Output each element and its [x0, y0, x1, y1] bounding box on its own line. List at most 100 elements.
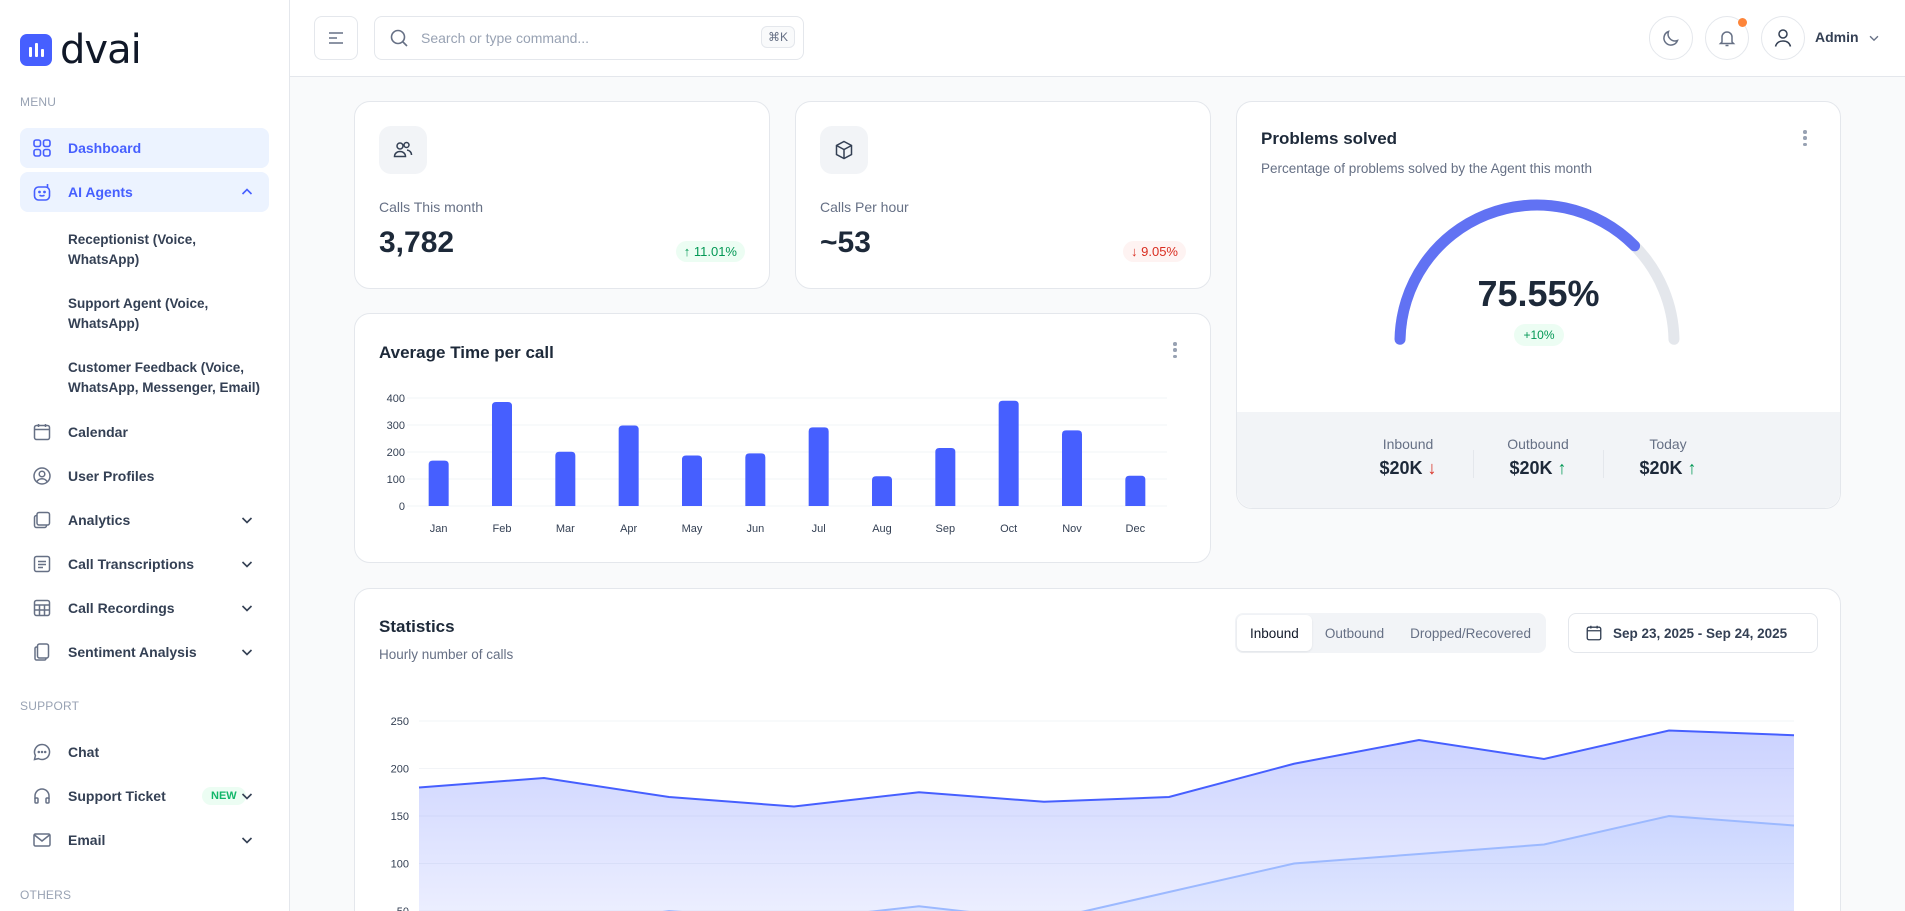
search-input[interactable] — [421, 30, 741, 46]
kpi-change-badge: ↓ 9.05% — [1123, 241, 1186, 262]
chevron-down-icon[interactable] — [1867, 31, 1881, 45]
sidebar-item-support-ticket[interactable]: Support Ticket NEW — [20, 776, 269, 816]
stat-value: $20K — [1509, 458, 1553, 478]
card-title: Statistics — [379, 617, 455, 636]
notifications-button[interactable] — [1705, 16, 1749, 60]
box-icon — [820, 126, 868, 174]
stat-today: Today $20K ↑ — [1608, 436, 1728, 479]
card-title: Problems solved — [1261, 129, 1398, 148]
arrow-up-icon: ↑ — [1557, 458, 1567, 478]
sidebar-item-label: Support Ticket — [68, 788, 166, 804]
date-range-picker[interactable]: Sep 23, 2025 - Sep 24, 2025 — [1568, 613, 1818, 653]
user-avatar[interactable] — [1761, 16, 1805, 60]
search-shortcut-badge: ⌘K — [760, 26, 795, 48]
tab-outbound[interactable]: Outbound — [1324, 625, 1385, 641]
arrow-up-icon: ↑ — [1687, 458, 1697, 478]
gauge-change-badge: +10% — [1514, 324, 1564, 346]
sidebar-subitem-receptionist[interactable]: Receptionist (Voice, WhatsApp) — [68, 232, 197, 267]
problems-solved-footer: Inbound $20K ↓ Outbound $20K ↑ Today $20… — [1237, 412, 1840, 508]
svg-text:400: 400 — [387, 393, 405, 405]
sidebar-item-label: Sentiment Analysis — [68, 644, 197, 660]
bell-icon — [1718, 31, 1736, 47]
section-label-others: OTHERS — [20, 888, 72, 902]
robot-icon — [32, 182, 52, 202]
svg-text:150: 150 — [391, 811, 409, 823]
logo[interactable]: dvai — [20, 27, 142, 73]
sidebar-subitem-customer-feedback[interactable]: Customer Feedback (Voice, WhatsApp, Mess… — [68, 360, 261, 395]
tab-dropped-recovered[interactable]: Dropped/Recovered — [1410, 625, 1531, 641]
mail-icon — [32, 830, 52, 850]
sidebar-item-sentiment-analysis[interactable]: Sentiment Analysis — [20, 632, 269, 672]
chevron-down-icon — [241, 793, 253, 800]
users-icon — [379, 126, 427, 174]
svg-text:May: May — [682, 523, 703, 535]
moon-icon — [1663, 30, 1679, 46]
gauge-chart — [1394, 199, 1680, 345]
stat-label: Today — [1649, 436, 1687, 452]
kpi-card-calls-month: Calls This month 3,782 ↑ 11.01% — [354, 101, 770, 289]
svg-text:Dec: Dec — [1126, 523, 1146, 535]
statistics-tabs: Inbound Outbound Dropped/Recovered — [1235, 613, 1546, 653]
svg-text:200: 200 — [387, 447, 405, 459]
search-icon — [390, 29, 408, 47]
svg-text:250: 250 — [391, 716, 409, 728]
more-options-button[interactable] — [1800, 128, 1810, 148]
svg-text:200: 200 — [391, 764, 409, 776]
svg-text:Mar: Mar — [556, 523, 575, 535]
headset-icon — [32, 786, 52, 806]
date-range-text: Sep 23, 2025 - Sep 24, 2025 — [1613, 625, 1788, 641]
sidebar-item-calendar[interactable]: Calendar — [20, 412, 269, 452]
svg-text:Feb: Feb — [493, 523, 512, 535]
svg-text:Jan: Jan — [430, 523, 448, 535]
chevron-down-icon — [241, 517, 253, 524]
svg-text:Aug: Aug — [872, 523, 892, 535]
calendar-icon — [1585, 624, 1603, 642]
chevron-down-icon — [241, 649, 253, 656]
menu-icon — [329, 32, 343, 44]
svg-text:Sep: Sep — [936, 523, 956, 535]
sidebar-item-label: Call Transcriptions — [68, 556, 195, 572]
kpi-label: Calls This month — [379, 199, 484, 215]
sidebar-item-ai-agents[interactable]: AI Agents — [20, 172, 269, 212]
kpi-value: ~53 — [820, 226, 871, 259]
table-icon — [32, 598, 52, 618]
svg-text:Apr: Apr — [620, 523, 637, 535]
gauge-value: 75.55% — [1477, 273, 1600, 314]
sidebar-item-label: AI Agents — [68, 184, 133, 200]
sidebar-item-user-profiles[interactable]: User Profiles — [20, 456, 269, 496]
more-options-button[interactable] — [1170, 340, 1180, 360]
sidebar-item-dashboard[interactable]: Dashboard — [20, 128, 269, 168]
svg-text:50: 50 — [397, 906, 409, 911]
logo-text: dvai — [60, 27, 142, 73]
sidebar-subitem-support-agent[interactable]: Support Agent (Voice, WhatsApp) — [68, 296, 209, 331]
tab-inbound[interactable]: Inbound — [1237, 615, 1312, 651]
chevron-up-icon — [241, 188, 253, 195]
kpi-card-calls-hour: Calls Per hour ~53 ↓ 9.05% — [795, 101, 1211, 289]
sidebar-item-label: Email — [68, 832, 106, 848]
stat-value: $20K — [1639, 458, 1683, 478]
card-subtitle: Percentage of problems solved by the Age… — [1261, 161, 1592, 176]
user-name[interactable]: Admin — [1815, 29, 1859, 45]
user-icon — [1774, 29, 1792, 47]
sidebar-toggle-button[interactable] — [314, 16, 358, 60]
sidebar-item-email[interactable]: Email — [20, 820, 269, 860]
stat-label: Outbound — [1507, 436, 1569, 452]
stat-outbound: Outbound $20K ↑ — [1478, 436, 1598, 479]
stat-label: Inbound — [1382, 436, 1434, 452]
sidebar-item-call-transcriptions[interactable]: Call Transcriptions — [20, 544, 269, 584]
sidebar-item-chat[interactable]: Chat — [20, 732, 269, 772]
svg-text:300: 300 — [387, 420, 405, 432]
statistics-card: Statistics Hourly number of calls Inboun… — [354, 588, 1841, 911]
dark-mode-toggle[interactable] — [1649, 16, 1693, 60]
calendar-icon — [32, 422, 52, 442]
sidebar-item-analytics[interactable]: Analytics — [20, 500, 269, 540]
layers-icon — [32, 510, 52, 530]
search-bar[interactable]: ⌘K — [374, 16, 804, 60]
sidebar-item-call-recordings[interactable]: Call Recordings — [20, 588, 269, 628]
chevron-down-icon — [241, 561, 253, 568]
divider — [1603, 450, 1604, 478]
arrow-down-icon: ↓ — [1427, 458, 1437, 478]
sidebar-item-label: Analytics — [68, 512, 131, 528]
kpi-change-badge: ↑ 11.01% — [675, 241, 745, 262]
bar-chart: 0 100 200 300 400 Jan Feb Mar Apr May Jun Jul Aug Sep… — [387, 393, 1167, 535]
